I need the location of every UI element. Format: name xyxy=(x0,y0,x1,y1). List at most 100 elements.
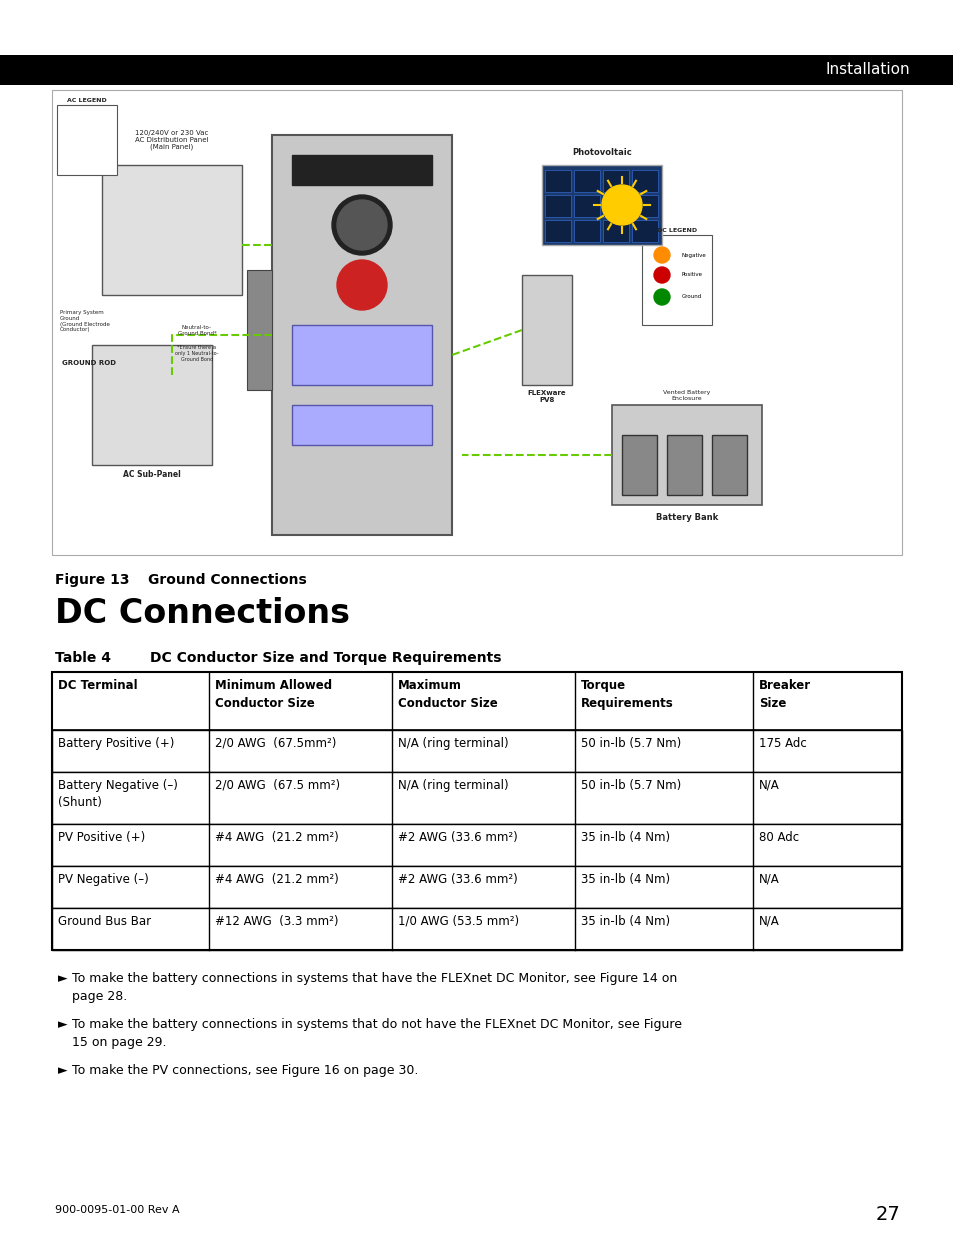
Bar xyxy=(292,325,432,385)
Bar xyxy=(574,220,599,242)
Text: 50 in-lb (5.7 Nm): 50 in-lb (5.7 Nm) xyxy=(580,779,680,792)
Text: ►: ► xyxy=(58,1018,68,1031)
Text: N/A (ring terminal): N/A (ring terminal) xyxy=(397,737,508,750)
Text: GROUND ROD: GROUND ROD xyxy=(62,359,116,366)
Bar xyxy=(621,435,657,495)
Bar xyxy=(52,730,901,772)
Bar xyxy=(57,105,117,175)
Text: 2/0 AWG  (67.5 mm²): 2/0 AWG (67.5 mm²) xyxy=(215,779,340,792)
Bar xyxy=(52,772,901,824)
Text: #2 AWG (33.6 mm²): #2 AWG (33.6 mm²) xyxy=(397,831,517,844)
Bar xyxy=(52,824,901,866)
Text: N/A (ring terminal): N/A (ring terminal) xyxy=(397,779,508,792)
Text: 27: 27 xyxy=(874,1205,899,1224)
Text: DC Terminal: DC Terminal xyxy=(58,679,137,692)
Bar xyxy=(711,435,746,495)
Text: To make the battery connections in systems that have the FLEXnet DC Monitor, see: To make the battery connections in syste… xyxy=(71,972,677,1003)
Text: Figure 13: Figure 13 xyxy=(55,573,130,587)
Text: 35 in-lb (4 Nm): 35 in-lb (4 Nm) xyxy=(580,915,669,927)
Text: 1/0 AWG (53.5 mm²): 1/0 AWG (53.5 mm²) xyxy=(397,915,518,927)
Bar xyxy=(52,866,901,908)
Bar xyxy=(102,165,242,295)
Text: 50 in-lb (5.7 Nm): 50 in-lb (5.7 Nm) xyxy=(580,737,680,750)
Bar xyxy=(574,170,599,191)
Text: Table 4: Table 4 xyxy=(55,651,111,664)
Text: Breaker
Size: Breaker Size xyxy=(759,679,810,710)
Text: N/A: N/A xyxy=(759,779,780,792)
Bar xyxy=(544,195,571,217)
Text: 120/240V or 230 Vac
AC Distribution Panel
(Main Panel): 120/240V or 230 Vac AC Distribution Pane… xyxy=(135,130,209,149)
Bar xyxy=(52,908,901,950)
Bar xyxy=(602,170,628,191)
Text: To make the battery connections in systems that do not have the FLEXnet DC Monit: To make the battery connections in syste… xyxy=(71,1018,681,1049)
Bar xyxy=(0,56,953,85)
Bar xyxy=(602,195,628,217)
Text: N/A: N/A xyxy=(759,873,780,885)
Bar xyxy=(292,405,432,445)
Text: AC Sub-Panel: AC Sub-Panel xyxy=(123,471,181,479)
Text: ►: ► xyxy=(58,972,68,986)
Text: 2/0 AWG  (67.5mm²): 2/0 AWG (67.5mm²) xyxy=(215,737,336,750)
Text: Ground: Ground xyxy=(681,294,701,300)
Text: #12 AWG  (3.3 mm²): #12 AWG (3.3 mm²) xyxy=(215,915,338,927)
Bar xyxy=(612,405,761,505)
Text: 175 Adc: 175 Adc xyxy=(759,737,806,750)
Text: 80 Adc: 80 Adc xyxy=(759,831,799,844)
Bar xyxy=(52,90,901,555)
Bar xyxy=(272,135,452,535)
Circle shape xyxy=(654,289,669,305)
Bar xyxy=(631,220,658,242)
Bar xyxy=(292,156,432,185)
Bar xyxy=(641,235,711,325)
Text: Neutral-to-
Ground Bond*: Neutral-to- Ground Bond* xyxy=(177,325,216,336)
Text: Installation: Installation xyxy=(824,63,909,78)
Text: Ground Connections: Ground Connections xyxy=(148,573,307,587)
Text: #2 AWG (33.6 mm²): #2 AWG (33.6 mm²) xyxy=(397,873,517,885)
Text: AC LEGEND: AC LEGEND xyxy=(67,98,107,103)
Bar xyxy=(666,435,701,495)
Circle shape xyxy=(332,195,392,254)
Text: Maximum
Conductor Size: Maximum Conductor Size xyxy=(397,679,497,710)
Text: Positive: Positive xyxy=(681,273,702,278)
Bar xyxy=(91,345,212,466)
Circle shape xyxy=(654,247,669,263)
Text: #4 AWG  (21.2 mm²): #4 AWG (21.2 mm²) xyxy=(215,831,338,844)
Text: N/A: N/A xyxy=(759,915,780,927)
Text: Vented Battery
Enclosure: Vented Battery Enclosure xyxy=(662,390,710,401)
Text: Photovoltaic: Photovoltaic xyxy=(572,148,631,157)
Bar xyxy=(631,195,658,217)
Bar xyxy=(602,220,628,242)
Text: Battery Positive (+): Battery Positive (+) xyxy=(58,737,174,750)
Text: Torque
Requirements: Torque Requirements xyxy=(580,679,673,710)
Bar xyxy=(544,220,571,242)
Text: Battery Bank: Battery Bank xyxy=(655,513,718,522)
Bar xyxy=(521,275,572,385)
Bar xyxy=(544,170,571,191)
Text: FLEXware
PV8: FLEXware PV8 xyxy=(527,390,566,403)
Circle shape xyxy=(336,200,387,249)
Bar xyxy=(631,170,658,191)
Circle shape xyxy=(601,185,641,225)
Text: ►: ► xyxy=(58,1065,68,1077)
Text: Battery Negative (–)
(Shunt): Battery Negative (–) (Shunt) xyxy=(58,779,177,809)
Text: DC Connections: DC Connections xyxy=(55,597,350,630)
Text: 35 in-lb (4 Nm): 35 in-lb (4 Nm) xyxy=(580,873,669,885)
Circle shape xyxy=(336,261,387,310)
Text: Minimum Allowed
Conductor Size: Minimum Allowed Conductor Size xyxy=(215,679,332,710)
Text: Ground Bus Bar: Ground Bus Bar xyxy=(58,915,151,927)
Text: 35 in-lb (4 Nm): 35 in-lb (4 Nm) xyxy=(580,831,669,844)
Text: Negative: Negative xyxy=(681,252,706,258)
Bar xyxy=(541,165,661,245)
Text: #4 AWG  (21.2 mm²): #4 AWG (21.2 mm²) xyxy=(215,873,338,885)
Bar xyxy=(574,195,599,217)
Text: Primary System
Ground
(Ground Electrode
Conductor): Primary System Ground (Ground Electrode … xyxy=(60,310,110,332)
Text: DC Conductor Size and Torque Requirements: DC Conductor Size and Torque Requirement… xyxy=(150,651,501,664)
Text: PV Negative (–): PV Negative (–) xyxy=(58,873,149,885)
Bar xyxy=(52,672,901,950)
Bar xyxy=(52,672,901,730)
Circle shape xyxy=(654,267,669,283)
Text: DC LEGEND: DC LEGEND xyxy=(657,228,697,233)
Text: 900-0095-01-00 Rev A: 900-0095-01-00 Rev A xyxy=(55,1205,179,1215)
Text: To make the PV connections, see Figure 16 on page 30.: To make the PV connections, see Figure 1… xyxy=(71,1065,418,1077)
Bar xyxy=(247,270,272,390)
